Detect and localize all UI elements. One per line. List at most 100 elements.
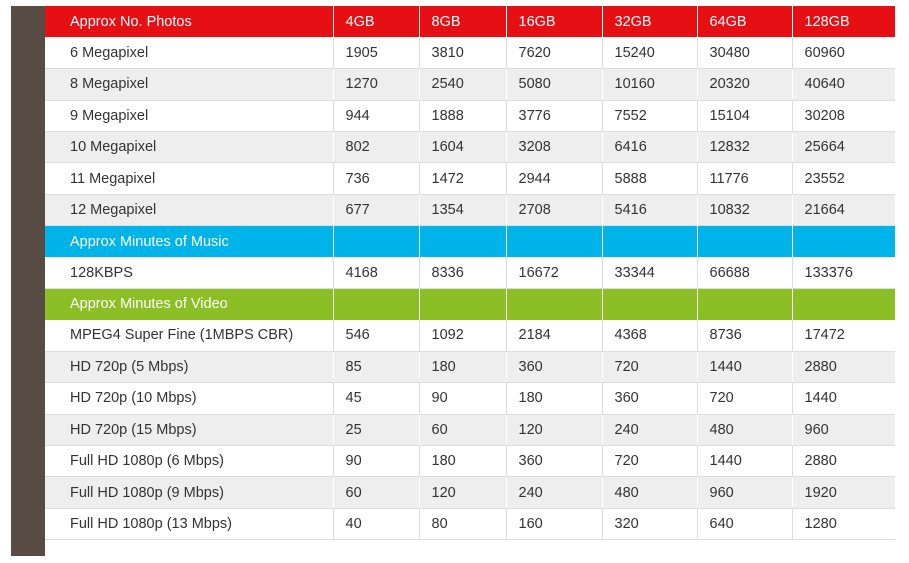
table-cell: 240 — [602, 414, 698, 446]
table-cell: 8736 — [697, 319, 793, 352]
table-cell: 120 — [419, 476, 507, 509]
table-row: 6 Megapixel 1905 3810 7620 15240 30480 60960 — [45, 37, 895, 70]
side-accent-bar — [11, 6, 45, 556]
table-row: 11 Megapixel 736 1472 2944 5888 11776 23552 — [45, 162, 895, 195]
table-cell: 1440 — [697, 351, 793, 384]
table-cell: 5080 — [506, 68, 603, 101]
table-cell: 133376 — [792, 257, 895, 290]
table-cell: 30480 — [697, 37, 793, 70]
table-cell: 7552 — [602, 100, 698, 133]
table-cell: 2184 — [506, 319, 603, 352]
table-cell: 10160 — [602, 68, 698, 101]
table-cell: 20320 — [697, 68, 793, 101]
table-cell: 360 — [506, 351, 603, 384]
column-header — [602, 225, 698, 258]
table-cell: 720 — [697, 382, 793, 415]
table-cell: 240 — [506, 476, 603, 509]
row-label: HD 720p (5 Mbps) — [45, 351, 334, 384]
table-cell: 546 — [333, 319, 420, 352]
row-label: 11 Megapixel — [45, 162, 334, 195]
table-cell: 90 — [419, 382, 507, 415]
table-row: 9 Megapixel 944 1888 3776 7552 15104 30208 — [45, 100, 895, 133]
table-cell: 17472 — [792, 319, 895, 352]
storage-capacity-table: Approx No. Photos 4GB 8GB 16GB 32GB 64GB 128GB… — [45, 6, 895, 541]
row-label: 8 Megapixel — [45, 68, 334, 101]
photos-section-title: Approx No. Photos — [45, 6, 334, 38]
table-cell: 66688 — [697, 257, 793, 290]
row-label: Full HD 1080p (6 Mbps) — [45, 445, 334, 478]
column-header — [506, 288, 603, 320]
table-row: HD 720p (5 Mbps) 85 180 360 720 1440 2880 — [45, 351, 895, 384]
row-label: HD 720p (10 Mbps) — [45, 382, 334, 415]
table-row: MPEG4 Super Fine (1MBPS CBR) 546 1092 2184 4… — [45, 319, 895, 352]
table-cell: 2944 — [506, 162, 603, 195]
table-cell: 2880 — [792, 445, 895, 478]
table-cell: 11776 — [697, 162, 793, 195]
table-row: 128KBPS 4168 8336 16672 33344 66688 133376 — [45, 257, 895, 290]
table-row: 12 Megapixel 677 1354 2708 5416 10832 21664 — [45, 194, 895, 227]
table-cell: 33344 — [602, 257, 698, 290]
column-header: 16GB — [506, 6, 603, 38]
table-cell: 90 — [333, 445, 420, 478]
table-cell: 12832 — [697, 131, 793, 164]
table-cell: 4368 — [602, 319, 698, 352]
table-cell: 3776 — [506, 100, 603, 133]
table-cell: 4168 — [333, 257, 420, 290]
table-cell: 640 — [697, 508, 793, 541]
table-cell: 320 — [602, 508, 698, 541]
column-header — [697, 225, 793, 258]
table-cell: 6416 — [602, 131, 698, 164]
table-row: HD 720p (10 Mbps) 45 90 180 360 720 1440 — [45, 382, 895, 415]
table-cell: 180 — [419, 445, 507, 478]
table-cell: 15240 — [602, 37, 698, 70]
table-cell: 21664 — [792, 194, 895, 227]
column-header — [697, 288, 793, 320]
table-cell: 2540 — [419, 68, 507, 101]
table-cell: 30208 — [792, 100, 895, 133]
column-header: 32GB — [602, 6, 698, 38]
table-row: Full HD 1080p (13 Mbps) 40 80 160 320 640 1280 — [45, 508, 895, 541]
table-cell: 736 — [333, 162, 420, 195]
row-label: 10 Megapixel — [45, 131, 334, 164]
table-cell: 15104 — [697, 100, 793, 133]
table-cell: 2880 — [792, 351, 895, 384]
table-row: Full HD 1080p (6 Mbps) 90 180 360 720 1440 288… — [45, 445, 895, 478]
column-header: 4GB — [333, 6, 420, 38]
table-cell: 1905 — [333, 37, 420, 70]
table-cell: 360 — [602, 382, 698, 415]
table-cell: 1440 — [697, 445, 793, 478]
table-cell: 1920 — [792, 476, 895, 509]
table-cell: 677 — [333, 194, 420, 227]
table-cell: 1270 — [333, 68, 420, 101]
table-row: HD 720p (15 Mbps) 25 60 120 240 480 960 — [45, 414, 895, 446]
table-cell: 180 — [506, 382, 603, 415]
table-cell: 1280 — [792, 508, 895, 541]
table-cell: 1888 — [419, 100, 507, 133]
column-header: 128GB — [792, 6, 895, 38]
column-header — [419, 225, 507, 258]
table-cell: 960 — [792, 414, 895, 446]
table-cell: 40640 — [792, 68, 895, 101]
table-cell: 85 — [333, 351, 420, 384]
table-cell: 944 — [333, 100, 420, 133]
table-cell: 60960 — [792, 37, 895, 70]
table-cell: 5416 — [602, 194, 698, 227]
table-cell: 480 — [697, 414, 793, 446]
table-cell: 480 — [602, 476, 698, 509]
table-cell: 1354 — [419, 194, 507, 227]
table-cell: 3810 — [419, 37, 507, 70]
table-cell: 960 — [697, 476, 793, 509]
table-cell: 180 — [419, 351, 507, 384]
table-cell: 1440 — [792, 382, 895, 415]
row-label: Full HD 1080p (9 Mbps) — [45, 476, 334, 509]
table-cell: 23552 — [792, 162, 895, 195]
table-row: 10 Megapixel 802 1604 3208 6416 12832 25664 — [45, 131, 895, 164]
column-header — [792, 288, 895, 320]
table-cell: 720 — [602, 351, 698, 384]
table-cell: 60 — [333, 476, 420, 509]
table-cell: 16672 — [506, 257, 603, 290]
music-section-header: Approx Minutes of Music — [45, 225, 895, 258]
table-cell: 360 — [506, 445, 603, 478]
table-cell: 120 — [506, 414, 603, 446]
column-header — [602, 288, 698, 320]
